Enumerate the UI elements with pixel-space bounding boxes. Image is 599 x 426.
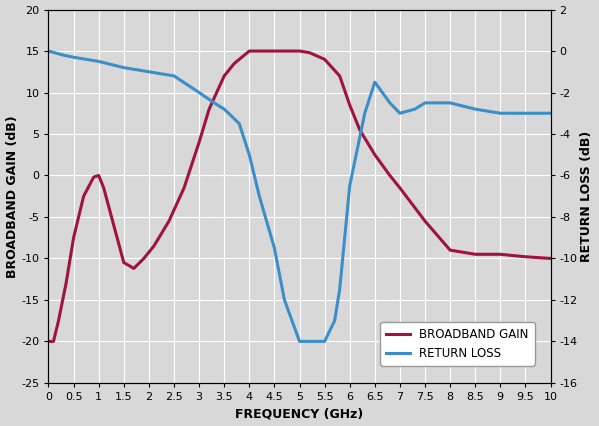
BROADBAND GAIN <box>386 173 394 178</box>
RETURN LOSS <box>220 106 228 112</box>
RETURN LOSS <box>361 111 368 116</box>
RETURN LOSS <box>296 339 303 344</box>
RETURN LOSS <box>211 101 218 106</box>
RETURN LOSS <box>306 339 313 344</box>
Line: RETURN LOSS: RETURN LOSS <box>49 51 550 341</box>
BROADBAND GAIN <box>95 173 102 178</box>
RETURN LOSS <box>95 59 102 64</box>
RETURN LOSS <box>235 121 243 126</box>
BROADBAND GAIN <box>522 254 529 259</box>
BROADBAND GAIN <box>62 281 69 286</box>
BROADBAND GAIN <box>220 73 228 78</box>
RETURN LOSS <box>60 53 67 58</box>
BROADBAND GAIN <box>231 61 238 66</box>
RETURN LOSS <box>271 245 278 250</box>
BROADBAND GAIN <box>55 318 62 323</box>
RETURN LOSS <box>547 111 554 116</box>
Y-axis label: RETURN LOSS (dB): RETURN LOSS (dB) <box>580 131 594 262</box>
BROADBAND GAIN <box>271 49 278 54</box>
BROADBAND GAIN <box>422 219 429 224</box>
BROADBAND GAIN <box>150 243 158 248</box>
RETURN LOSS <box>246 152 253 157</box>
BROADBAND GAIN <box>70 235 77 240</box>
BROADBAND GAIN <box>180 185 187 190</box>
RETURN LOSS <box>346 183 353 188</box>
BROADBAND GAIN <box>336 73 343 78</box>
BROADBAND GAIN <box>346 102 353 107</box>
RETURN LOSS <box>331 318 338 323</box>
BROADBAND GAIN <box>256 49 263 54</box>
BROADBAND GAIN <box>371 152 379 157</box>
BROADBAND GAIN <box>296 49 303 54</box>
Legend: BROADBAND GAIN, RETURN LOSS: BROADBAND GAIN, RETURN LOSS <box>380 322 534 366</box>
BROADBAND GAIN <box>547 256 554 261</box>
BROADBAND GAIN <box>100 185 107 190</box>
BROADBAND GAIN <box>110 223 117 228</box>
BROADBAND GAIN <box>140 256 147 261</box>
Y-axis label: BROADBAND GAIN (dB): BROADBAND GAIN (dB) <box>5 115 19 277</box>
RETURN LOSS <box>371 80 379 85</box>
BROADBAND GAIN <box>246 49 253 54</box>
BROADBAND GAIN <box>80 194 87 199</box>
RETURN LOSS <box>195 90 202 95</box>
RETURN LOSS <box>446 101 453 106</box>
BROADBAND GAIN <box>321 57 328 62</box>
BROADBAND GAIN <box>281 49 288 54</box>
RETURN LOSS <box>497 111 504 116</box>
BROADBAND GAIN <box>471 252 479 257</box>
RETURN LOSS <box>386 101 394 106</box>
RETURN LOSS <box>120 65 128 70</box>
BROADBAND GAIN <box>195 140 202 145</box>
BROADBAND GAIN <box>50 339 57 344</box>
BROADBAND GAIN <box>306 50 313 55</box>
RETURN LOSS <box>45 49 52 54</box>
RETURN LOSS <box>412 106 419 112</box>
RETURN LOSS <box>422 101 429 106</box>
BROADBAND GAIN <box>90 175 97 180</box>
RETURN LOSS <box>281 297 288 302</box>
BROADBAND GAIN <box>165 219 173 224</box>
RETURN LOSS <box>70 55 77 60</box>
RETURN LOSS <box>321 339 328 344</box>
BROADBAND GAIN <box>205 106 213 112</box>
RETURN LOSS <box>336 287 343 292</box>
RETURN LOSS <box>316 339 323 344</box>
BROADBAND GAIN <box>497 252 504 257</box>
BROADBAND GAIN <box>45 339 52 344</box>
RETURN LOSS <box>522 111 529 116</box>
BROADBAND GAIN <box>356 127 364 132</box>
BROADBAND GAIN <box>120 260 128 265</box>
BROADBAND GAIN <box>130 266 137 271</box>
RETURN LOSS <box>256 194 263 199</box>
RETURN LOSS <box>397 111 404 116</box>
RETURN LOSS <box>146 69 153 74</box>
RETURN LOSS <box>471 106 479 112</box>
Line: BROADBAND GAIN: BROADBAND GAIN <box>49 51 550 341</box>
RETURN LOSS <box>170 73 177 78</box>
BROADBAND GAIN <box>446 248 453 253</box>
BROADBAND GAIN <box>397 185 404 190</box>
X-axis label: FREQUENCY (GHz): FREQUENCY (GHz) <box>235 407 364 420</box>
